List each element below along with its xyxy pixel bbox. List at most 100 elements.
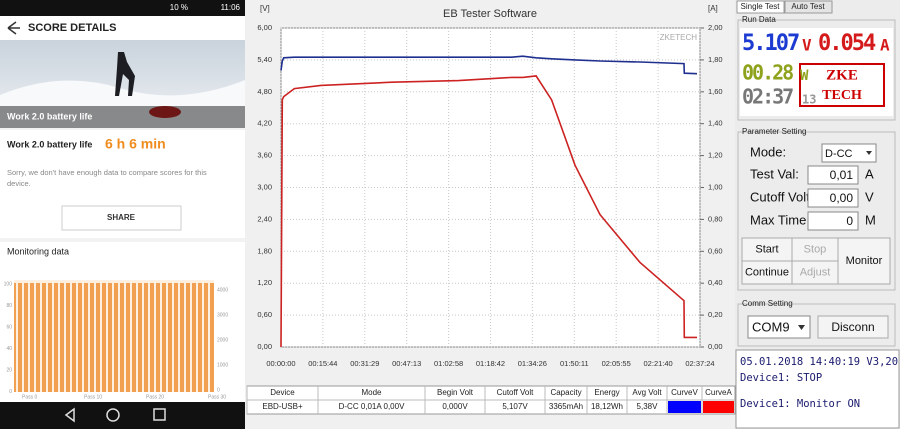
y2-tick-label: 1,60 (708, 87, 723, 96)
curve-swatch (703, 401, 734, 413)
mini-y-tick: 80 (6, 303, 12, 309)
x-tick-label: 00:15:44 (308, 359, 337, 368)
result-value: 6 h 6 min (105, 136, 166, 152)
share-button[interactable] (61, 205, 182, 231)
table-header: CurveV (671, 388, 698, 397)
lcd-text: A (880, 36, 890, 55)
button[interactable] (837, 237, 891, 285)
note-line: device. (7, 179, 31, 188)
input[interactable] (807, 188, 859, 208)
input[interactable] (807, 211, 859, 231)
combo-value: D-CC (825, 148, 853, 160)
button-label[interactable]: Disconn (831, 320, 874, 334)
watermark: ZKETECH (660, 33, 698, 42)
tab[interactable] (736, 0, 785, 14)
combo-arrow[interactable] (866, 151, 872, 155)
lcd-text: 02:37 (742, 85, 793, 109)
series-line (280, 55, 698, 75)
mini-y2-tick: 4000 (217, 287, 228, 293)
mini-y2-tick: 1000 (217, 362, 228, 368)
field-unit: A (865, 166, 874, 181)
mini-y2-tick: 0 (217, 387, 220, 393)
button-label[interactable]: Start (755, 243, 778, 255)
logo-text: ZKE (826, 67, 858, 83)
y-tick-label: 5,40 (257, 55, 272, 64)
y-tick-label: 3,00 (257, 182, 272, 191)
group-title: Run Data (742, 15, 776, 24)
field-label: Cutoff Volt: (750, 189, 813, 204)
combo[interactable] (821, 143, 877, 163)
chart-title: EB Tester Software (443, 8, 537, 20)
table-cell: 18,12Wh (591, 402, 623, 411)
parameter-group (737, 131, 896, 291)
y2-tick-label: 0,40 (708, 278, 723, 287)
nav-home[interactable] (106, 408, 120, 422)
y-axis-label: [V] (260, 4, 270, 13)
nav-back[interactable] (64, 407, 75, 423)
y-tick-label: 3,60 (257, 151, 272, 160)
field-label: Max Time: (750, 212, 810, 227)
log-line: Device1: Monitor ON (740, 398, 860, 410)
mini-y-tick: 60 (6, 324, 12, 330)
y2-tick-label: 0,00 (708, 342, 723, 351)
x-tick-label: 00:31:29 (350, 359, 379, 368)
clock: 11:06 (221, 3, 241, 12)
y2-tick-label: 1,40 (708, 119, 723, 128)
mini-y-tick: 0 (9, 389, 12, 395)
table-cell: D-CC 0,01A 0,00V (339, 402, 405, 411)
lcd-text: 0.054 (818, 31, 876, 56)
lcd-text: 13 (802, 93, 816, 107)
table-header: Cutoff Volt (497, 388, 535, 397)
table-cell: 5,38V (637, 402, 659, 411)
field-unit: M (865, 212, 876, 227)
logo-text: TECH (822, 88, 862, 103)
input-value: 0 (846, 214, 853, 228)
mini-x-tick: Pass 10 (84, 394, 102, 400)
note-line: Sorry, we don't have enough data to comp… (7, 168, 207, 177)
comm-group (737, 303, 896, 347)
input[interactable] (807, 165, 859, 185)
button-label[interactable]: Adjust (800, 266, 831, 278)
back-arrow[interactable] (7, 21, 20, 35)
combo[interactable] (747, 315, 811, 339)
mini-y2-tick: 3000 (217, 312, 228, 318)
table-header: Begin Volt (437, 388, 474, 397)
tab[interactable] (784, 0, 833, 14)
page-title: SCORE DETAILS (28, 22, 116, 34)
lcd-text: 00.28 (742, 61, 793, 85)
mini-x-tick: Pass 0 (22, 394, 38, 400)
table-header: Mode (361, 388, 382, 397)
field-unit: V (865, 189, 874, 204)
tab-label[interactable]: Single Test (741, 2, 781, 11)
y-tick-label: 2,40 (257, 214, 272, 223)
share-label[interactable]: SHARE (107, 213, 136, 222)
skier (115, 52, 135, 96)
series-line (280, 75, 697, 348)
lcd-text: W (800, 68, 809, 84)
x-tick-label: 02:37:24 (685, 359, 714, 368)
y-tick-label: 0,60 (257, 310, 272, 319)
x-tick-label: 02:05:55 (602, 359, 631, 368)
button-label[interactable]: Monitor (846, 255, 883, 267)
y2-tick-label: 0,20 (708, 310, 723, 319)
button[interactable] (817, 315, 889, 339)
sled (149, 106, 181, 118)
group-title: Comm Setting (742, 299, 793, 308)
lcd-text: V (802, 36, 812, 55)
y2-tick-label: 1,00 (708, 182, 723, 191)
group-title: Parameter Setting (742, 127, 806, 136)
tab-label[interactable]: Auto Test (791, 2, 825, 11)
image-caption: Work 2.0 battery life (7, 111, 92, 121)
y2-tick-label: 1,20 (708, 151, 723, 160)
mini-y-tick: 40 (6, 346, 12, 352)
combo-arrow[interactable] (798, 325, 805, 330)
table-header: CurveA (705, 388, 732, 397)
nav-recent[interactable] (153, 408, 166, 421)
button-label[interactable]: Stop (804, 243, 827, 255)
x-tick-label: 00:47:13 (392, 359, 421, 368)
button-label[interactable]: Continue (745, 266, 789, 278)
table-header: Avg Volt (632, 388, 662, 397)
y2-tick-label: 2,00 (708, 23, 723, 32)
